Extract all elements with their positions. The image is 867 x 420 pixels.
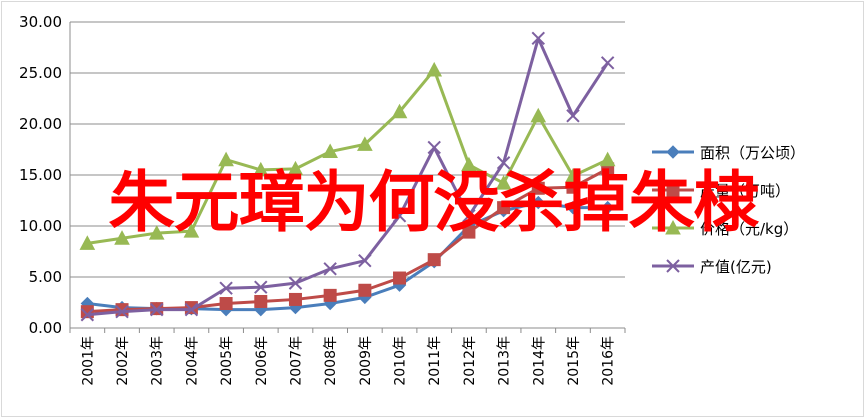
- data-point: [357, 136, 373, 151]
- data-point: [358, 253, 372, 268]
- data-point: [531, 181, 545, 195]
- legend-marker: [666, 183, 680, 197]
- data-point: [565, 167, 581, 183]
- x-tick-label: 2009年: [358, 336, 374, 386]
- y-tick-label: 30.00: [19, 13, 62, 31]
- legend-label: 面积（万公顷）: [700, 144, 805, 162]
- data-point: [566, 109, 580, 123]
- data-point: [114, 230, 130, 245]
- x-tick-label: 2008年: [323, 336, 339, 386]
- data-point: [531, 31, 545, 46]
- legend-label: 产量（万吨）: [700, 182, 790, 200]
- data-point: [148, 225, 165, 240]
- y-tick-label: 15.00: [19, 166, 62, 184]
- data-point: [150, 302, 164, 317]
- data-point: [530, 107, 547, 123]
- data-point: [323, 262, 337, 276]
- data-point: [287, 160, 304, 176]
- data-point: [288, 276, 303, 290]
- data-point: [531, 195, 545, 210]
- data-point: [427, 253, 441, 267]
- x-tick-label: 2003年: [150, 336, 166, 386]
- data-point: [495, 175, 512, 190]
- y-tick-label: 0.00: [29, 319, 62, 337]
- data-point: [218, 151, 234, 167]
- data-point: [392, 209, 407, 223]
- data-point: [288, 292, 302, 306]
- legend-marker: [666, 145, 680, 159]
- x-tick-label: 2007年: [288, 336, 304, 386]
- y-tick-label: 25.00: [19, 64, 62, 82]
- legend-label: 产值(亿元): [700, 258, 772, 276]
- data-point: [115, 303, 129, 317]
- x-tick-label: 2005年: [219, 336, 235, 386]
- x-tick-label: 2014年: [531, 336, 547, 386]
- data-point: [358, 283, 372, 297]
- x-tick-label: 2002年: [115, 336, 131, 386]
- legend-label: 价格（元/kg）: [700, 220, 798, 238]
- data-point: [254, 294, 268, 308]
- data-point: [426, 61, 443, 77]
- x-tick-label: 2010年: [393, 336, 409, 386]
- series-line-4: [87, 36, 609, 317]
- data-point: [566, 200, 580, 215]
- y-tick-label: 10.00: [19, 217, 62, 235]
- data-point: [184, 302, 199, 317]
- data-point: [254, 280, 268, 294]
- legend-marker: [665, 219, 681, 235]
- data-point: [393, 271, 407, 285]
- y-tick-label: 20.00: [19, 115, 62, 133]
- data-point: [80, 308, 95, 322]
- x-tick-label: 2016年: [601, 336, 617, 386]
- data-point: [497, 201, 511, 215]
- legend-marker: [666, 259, 680, 273]
- y-tick-label: 5.00: [29, 268, 62, 286]
- x-tick-label: 2011年: [427, 336, 443, 386]
- data-point: [252, 161, 269, 177]
- data-point: [219, 281, 233, 295]
- data-point: [322, 143, 338, 159]
- data-point: [462, 209, 476, 223]
- x-tick-label: 2015年: [566, 336, 582, 386]
- data-point: [496, 156, 511, 170]
- data-point: [600, 56, 615, 70]
- data-point: [183, 223, 200, 238]
- x-tick-label: 2006年: [254, 336, 270, 386]
- data-point: [461, 156, 477, 172]
- x-tick-label: 2001年: [80, 336, 96, 386]
- overlay-title: 朱元璋为何没杀掉朱棣: [108, 164, 760, 241]
- data-point: [391, 103, 408, 119]
- data-point: [462, 225, 476, 239]
- data-point: [599, 151, 616, 167]
- data-point: [115, 304, 129, 319]
- data-point: [427, 140, 441, 155]
- x-tick-label: 2013年: [497, 336, 513, 386]
- data-point: [79, 235, 96, 250]
- data-point: [600, 200, 615, 215]
- data-point: [323, 288, 337, 302]
- series-line-2: [87, 167, 609, 314]
- x-tick-label: 2004年: [184, 336, 200, 386]
- data-point: [219, 297, 233, 311]
- series-line-3: [87, 68, 609, 245]
- x-tick-label: 2012年: [462, 336, 478, 386]
